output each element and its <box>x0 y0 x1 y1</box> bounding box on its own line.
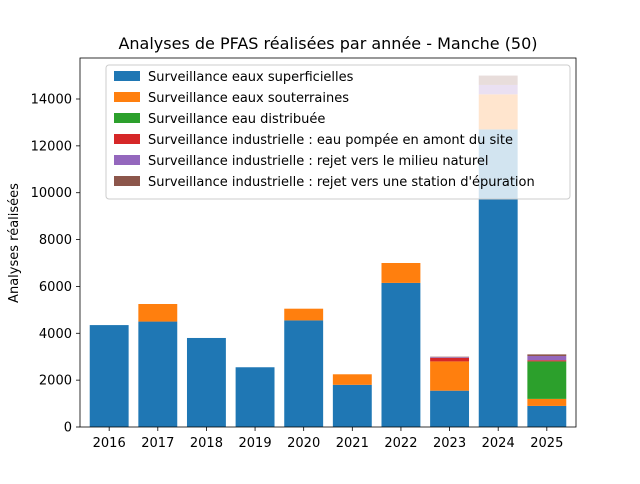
bar-segment-2023-series-4 <box>430 357 469 358</box>
bar-segment-2020-series-0 <box>284 320 323 427</box>
bar-segment-2025-series-4 <box>527 356 566 360</box>
bar-segment-2023-series-0 <box>430 391 469 427</box>
bar-segment-2025-series-3 <box>527 360 566 361</box>
bar-segment-2025-series-2 <box>527 361 566 398</box>
y-tick-label: 2000 <box>39 374 72 389</box>
x-tick-label: 2023 <box>433 436 466 451</box>
legend-swatch-0 <box>114 71 140 81</box>
bar-segment-2022-series-1 <box>381 263 420 283</box>
x-tick-label: 2021 <box>336 436 369 451</box>
bar-segment-2021-series-0 <box>333 385 372 427</box>
bar-segment-2025-series-0 <box>527 406 566 427</box>
bar-segment-2020-series-1 <box>284 309 323 321</box>
legend-swatch-5 <box>114 176 140 186</box>
y-tick-label: 8000 <box>39 233 72 248</box>
legend-label-5: Surveillance industrielle : rejet vers u… <box>148 175 535 190</box>
y-tick-label: 6000 <box>39 280 72 295</box>
bar-segment-2019-series-0 <box>236 367 275 427</box>
x-tick-label: 2022 <box>384 436 417 451</box>
y-axis-label: Analyses réalisées <box>7 183 22 303</box>
x-tick-label: 2025 <box>530 436 563 451</box>
legend-swatch-3 <box>114 134 140 144</box>
bar-segment-2021-series-1 <box>333 374 372 385</box>
legend-label-0: Surveillance eaux superficielles <box>148 70 354 85</box>
x-tick-label: 2019 <box>239 436 272 451</box>
y-tick-label: 0 <box>64 421 72 436</box>
chart-title: Analyses de PFAS réalisées par année - M… <box>118 34 537 53</box>
x-tick-label: 2017 <box>141 436 174 451</box>
bar-segment-2023-series-3 <box>430 358 469 362</box>
bar-segment-2016-series-0 <box>90 325 129 427</box>
bar-segment-2023-series-1 <box>430 361 469 390</box>
x-tick-label: 2018 <box>190 436 223 451</box>
bar-segment-2025-series-1 <box>527 399 566 406</box>
bar-segment-2022-series-0 <box>381 283 420 427</box>
y-tick-label: 10000 <box>31 186 72 201</box>
x-tick-label: 2016 <box>93 436 126 451</box>
legend-swatch-2 <box>114 113 140 123</box>
legend-label-1: Surveillance eaux souterraines <box>148 91 349 106</box>
legend-swatch-1 <box>114 92 140 102</box>
legend-label-3: Surveillance industrielle : eau pompée e… <box>148 133 513 148</box>
legend-label-2: Surveillance eau distribuée <box>148 112 325 127</box>
x-tick-label: 2024 <box>482 436 515 451</box>
y-tick-label: 12000 <box>31 139 72 154</box>
bar-segment-2018-series-0 <box>187 338 226 427</box>
legend-label-4: Surveillance industrielle : rejet vers l… <box>148 154 489 169</box>
bar-segment-2017-series-1 <box>138 304 177 322</box>
legend: Surveillance eaux superficielles Surveill… <box>106 65 570 199</box>
bar-segment-2025-series-5 <box>527 354 566 356</box>
bar-segment-2017-series-0 <box>138 322 177 427</box>
y-tick-label: 4000 <box>39 327 72 342</box>
y-tick-label: 14000 <box>31 93 72 108</box>
x-tick-label: 2020 <box>287 436 320 451</box>
legend-swatch-4 <box>114 155 140 165</box>
